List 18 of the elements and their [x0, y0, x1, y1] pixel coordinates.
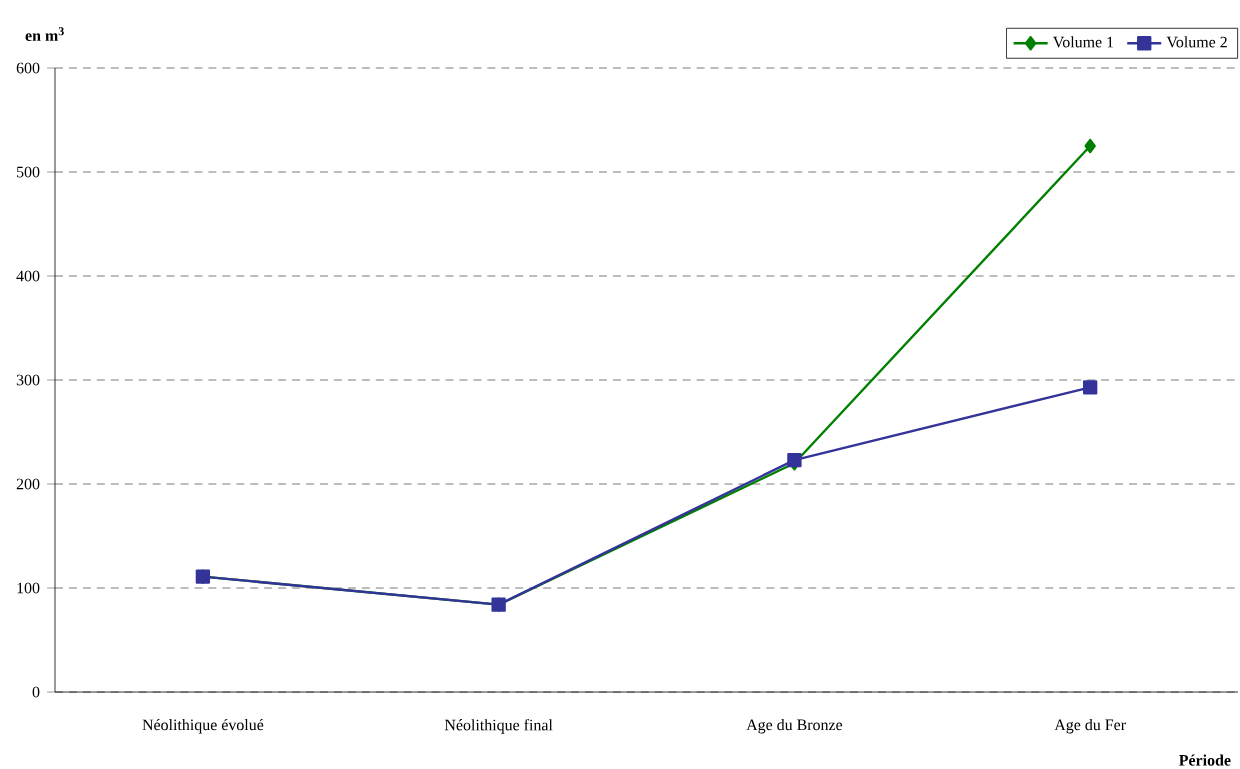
x-tick-label: Age du Fer	[1054, 718, 1126, 734]
y-tick-label: 100	[17, 582, 40, 594]
legend-label: Volume 1	[1053, 36, 1114, 48]
y-axis-title: en m$^{3}$	[25, 27, 64, 41]
y-tick-label: 0	[32, 686, 40, 698]
x-tick-label: Age du Bronze	[746, 718, 843, 734]
y-tick-label: 300	[16, 374, 40, 386]
x-tick-label: Néolithique évolué	[142, 718, 264, 734]
y-tick-label: 400	[16, 270, 40, 282]
x-axis-title: Période	[1179, 754, 1231, 766]
x-tick-label: Néolithique final	[444, 719, 553, 734]
point	[1082, 380, 1098, 395]
y-tick-label: 200	[16, 478, 40, 490]
point	[1084, 138, 1096, 154]
y-tick-label: 500	[17, 166, 40, 178]
point	[787, 452, 802, 468]
legend-label: Volume 2	[1166, 36, 1227, 48]
y-tick-label: 600	[16, 62, 40, 74]
